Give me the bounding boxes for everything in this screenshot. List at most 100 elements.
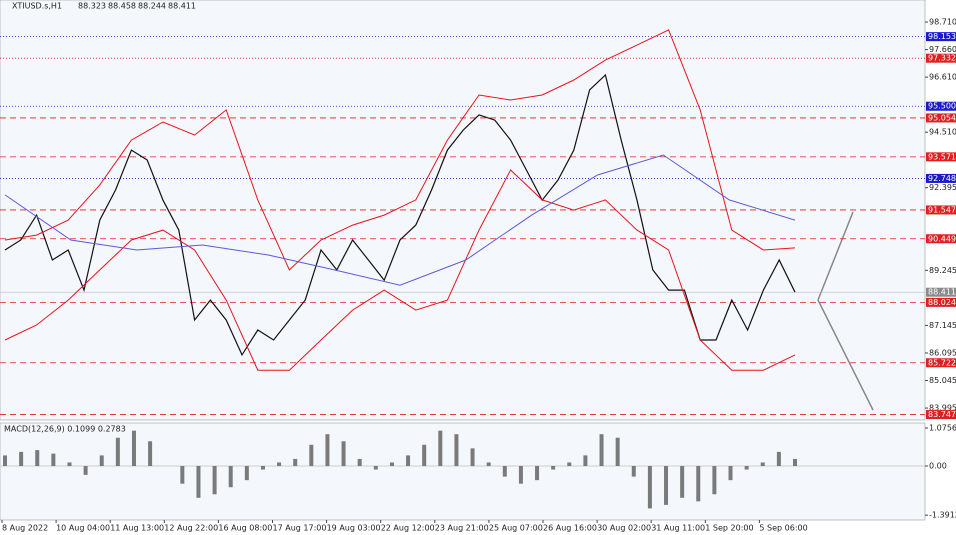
level-tag: 97.332 [926, 53, 956, 63]
y-tick-label: 0.00 [929, 462, 947, 471]
x-tick-label: 26 Aug 16:00 [543, 524, 597, 533]
level-label: 95.500 [928, 102, 956, 111]
y-tick-label: 1.0756 [929, 423, 956, 432]
x-tick-label: 1 Sep 20:00 [705, 524, 753, 533]
macd-bar [228, 466, 233, 488]
level-box [926, 410, 956, 420]
macd-bar [67, 462, 72, 467]
level-tag: 90.449 [926, 234, 956, 244]
macd-bar [3, 455, 7, 467]
level-tag: 85.722 [926, 358, 956, 368]
macd-bar [551, 466, 556, 470]
macd-bar [696, 466, 701, 502]
level-tag: 93.571 [926, 152, 956, 162]
y-tick-label: 83.995 [929, 404, 956, 413]
y-tick-label: 98.710 [929, 18, 956, 27]
macd-bar [535, 466, 540, 481]
macd-bar [148, 441, 153, 467]
x-tick-label: 25 Aug 07:00 [489, 524, 543, 533]
chart-title: XTIUSD.s,H1 [12, 2, 62, 11]
macd-bar [583, 455, 588, 467]
macd-bar [341, 441, 346, 467]
macd-bar [325, 434, 330, 467]
level-tag: 95.054 [926, 113, 956, 123]
series-line [4, 154, 796, 286]
macd-bar [373, 466, 378, 470]
macd-bar [518, 466, 523, 484]
projection-arrows [817, 211, 874, 411]
macd-bar [793, 458, 797, 467]
macd-bar [664, 466, 669, 505]
level-box [926, 53, 956, 63]
level-tag: 98.153 [926, 32, 956, 42]
macd-bar [357, 458, 362, 467]
macd-bar [99, 455, 104, 467]
y-tick-label: 86.095 [929, 348, 956, 357]
macd-panel [0, 422, 926, 521]
series-line [4, 73, 796, 357]
macd-bar [406, 455, 411, 467]
level-tag: 88.024 [926, 297, 956, 307]
level-label: 97.332 [928, 54, 956, 63]
current-label: 88.411 [928, 288, 956, 297]
x-tick-label: 17 Aug 17:00 [273, 524, 327, 533]
macd-bar [83, 466, 88, 475]
macd-bar [502, 466, 507, 477]
macd-bar [647, 466, 652, 509]
level-label: 88.024 [928, 298, 956, 307]
level-box [926, 234, 956, 244]
ohlc-value: 88.458 [108, 2, 136, 11]
macd-bar [293, 458, 298, 467]
macd-bar [470, 448, 475, 467]
y-tick-label: 97.660 [929, 45, 956, 54]
level-label: 95.054 [928, 113, 956, 122]
x-tick-label: 23 Aug 21:00 [435, 524, 489, 533]
macd-title: MACD(12,26,9) 0.1099 0.2783 [4, 425, 126, 434]
x-tick-label: 22 Aug 12:00 [381, 524, 435, 533]
level-box [926, 113, 956, 123]
macd-bar [422, 444, 427, 467]
macd-bar [615, 437, 620, 467]
y-tick-label: 94.510 [929, 128, 956, 137]
macd-bar [277, 462, 282, 467]
macd-bar [776, 451, 781, 467]
macd-bar [728, 466, 733, 481]
ohlc-value: 88.323 [78, 2, 106, 11]
level-label: 90.449 [928, 234, 956, 243]
macd-bar [115, 437, 120, 467]
x-tick-label: 19 Aug 03:00 [327, 524, 381, 533]
level-box [926, 297, 956, 307]
level-label: 83.747 [928, 410, 956, 419]
macd-bar [389, 462, 394, 467]
level-label: 91.547 [928, 205, 956, 214]
current-box [926, 287, 956, 297]
macd-bar [680, 466, 685, 498]
level-box [926, 358, 956, 368]
ohlc-value: 88.244 [138, 2, 166, 11]
x-tick-label: 10 Aug 04:00 [56, 524, 110, 533]
level-label: 98.153 [928, 32, 956, 41]
macd-bar [19, 451, 24, 467]
macd-bar [35, 450, 40, 467]
macd-bar [260, 466, 265, 470]
level-tag: 92.748 [926, 173, 956, 183]
macd-bar [51, 453, 56, 467]
macd-bar [196, 466, 201, 498]
macd-bar [180, 466, 185, 484]
level-box [926, 205, 956, 215]
x-tick-label: 30 Aug 02:00 [597, 524, 651, 533]
level-tag: 83.747 [926, 410, 956, 420]
macd-bar [486, 462, 491, 467]
macd-bar [599, 434, 604, 467]
macd-bar [131, 430, 136, 467]
y-tick-label: 96.610 [929, 73, 956, 82]
y-tick-label: 89.245 [929, 266, 956, 275]
y-tick-label: 85.045 [929, 376, 956, 385]
macd-bar [567, 462, 572, 467]
level-label: 93.571 [928, 152, 956, 161]
y-tick-label: 92.395 [929, 183, 956, 192]
macd-bar [760, 462, 765, 467]
level-label: 85.722 [928, 358, 956, 367]
